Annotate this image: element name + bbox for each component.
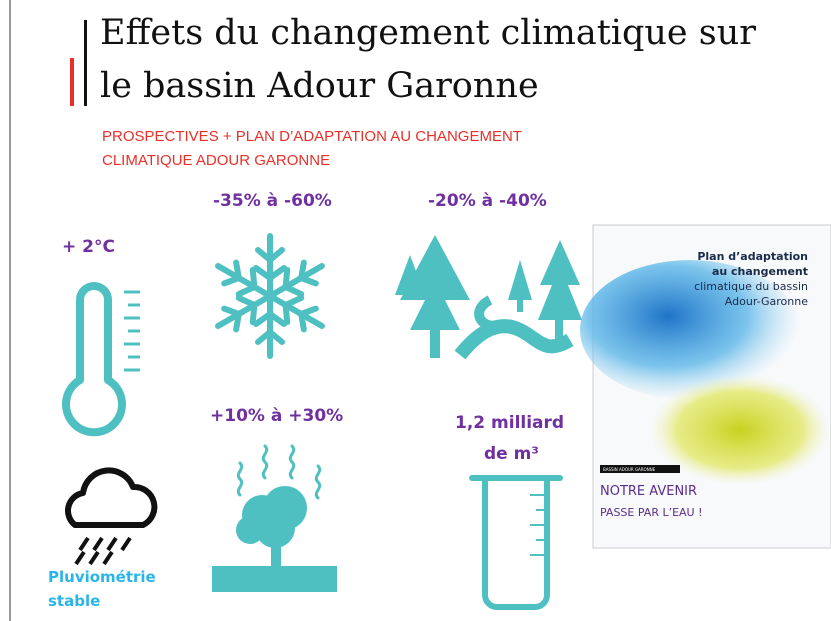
title-line: le bassin Adour Garonne — [100, 66, 539, 106]
cover-title: Adour-Garonne — [725, 295, 808, 308]
cover-slogan: NOTRE AVENIR — [600, 484, 697, 499]
heat-tree-icon — [212, 446, 337, 592]
infographic: Effets du changement climatique sur le b… — [0, 0, 831, 621]
subtitle-line: PROSPECTIVES + PLAN D’ADAPTATION AU CHAN… — [102, 128, 522, 145]
cover-title: au changement — [712, 265, 808, 278]
accent-red — [70, 58, 74, 106]
item-label: + 2°C — [62, 237, 115, 257]
forest-river-icon — [395, 235, 582, 358]
item-label: +10% à +30% — [210, 406, 343, 426]
snowflake-icon — [211, 236, 329, 356]
beaker-icon — [472, 478, 560, 607]
item-label: 1,2 milliard — [455, 413, 564, 433]
item-label: de m³ — [484, 444, 539, 464]
cover-slogan: PASSE PAR L’EAU ! — [600, 506, 703, 519]
item-label: -35% à -60% — [213, 191, 332, 211]
item-label: Pluviométrie — [48, 568, 156, 586]
report-cover: Plan d’adaptation au changement climatiq… — [580, 225, 831, 548]
cover-band: BASSIN ADOUR GARONNE — [603, 467, 656, 472]
title-line: Effets du changement climatique sur — [100, 13, 756, 53]
item-label: stable — [48, 592, 100, 610]
accent-black — [84, 20, 87, 106]
subtitle-line: CLIMATIQUE ADOUR GARONNE — [102, 152, 330, 169]
item-label: -20% à -40% — [428, 191, 547, 211]
cover-title: Plan d’adaptation — [697, 250, 808, 263]
thermometer-icon — [66, 286, 140, 432]
rain-cloud-icon — [68, 470, 154, 564]
cover-title: climatique du bassin — [694, 280, 808, 293]
